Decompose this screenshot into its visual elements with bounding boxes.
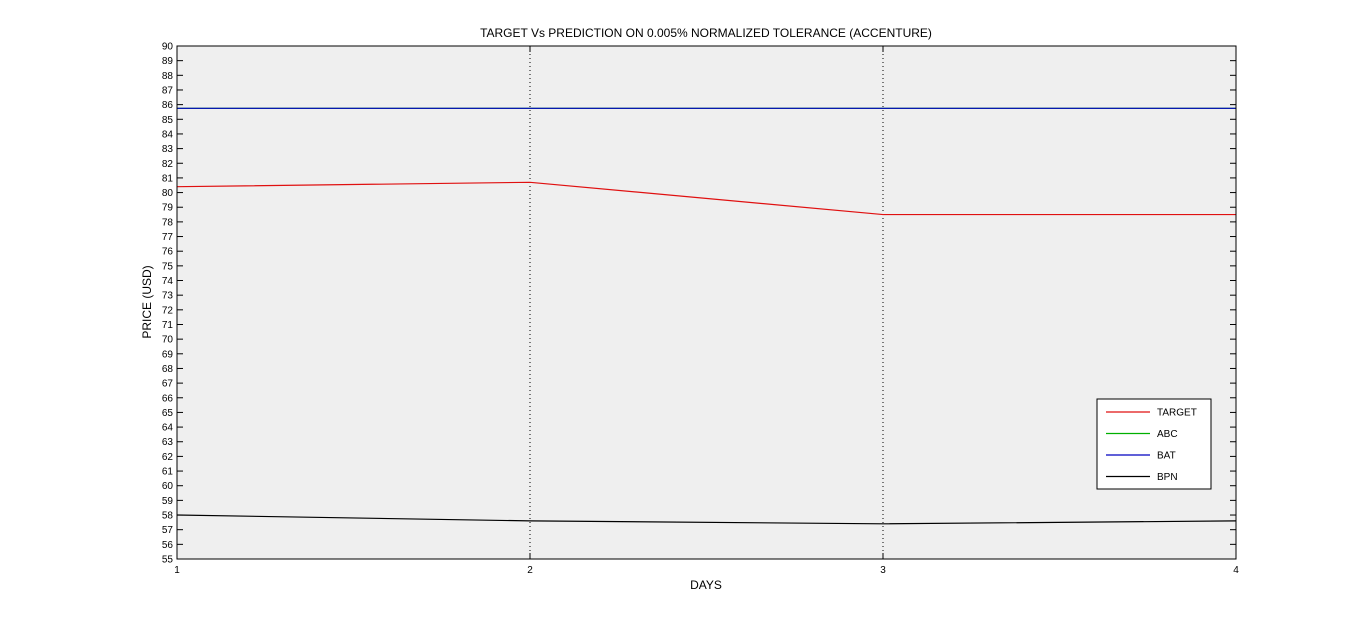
- y-tick-label: 63: [162, 437, 174, 448]
- y-tick-label: 81: [162, 173, 174, 184]
- y-tick-label: 83: [162, 144, 174, 155]
- chart-title: TARGET Vs PREDICTION ON 0.005% NORMALIZE…: [480, 26, 932, 40]
- y-tick-label: 86: [162, 100, 174, 111]
- legend: TARGET ABC BAT BPN: [1096, 398, 1212, 490]
- y-tick-label: 90: [162, 42, 174, 53]
- y-tick-label: 72: [162, 305, 174, 316]
- y-tick-label: 59: [162, 496, 174, 507]
- x-tick-label: 4: [1233, 565, 1239, 576]
- legend-label: BAT: [1157, 451, 1176, 462]
- y-tick-label: 73: [162, 291, 174, 302]
- y-tick-label: 66: [162, 393, 174, 404]
- plot-frame: [176, 45, 1237, 560]
- y-axis-label: PRICE (USD): [140, 265, 154, 338]
- series-line-bpn: [176, 514, 1237, 525]
- x-tick-label: 3: [880, 565, 886, 576]
- y-tick-label: 84: [162, 129, 174, 140]
- y-tick-label: 69: [162, 349, 174, 360]
- x-tick-label: 2: [527, 565, 533, 576]
- y-tick-label: 61: [162, 467, 174, 478]
- y-tick-label: 89: [162, 56, 174, 67]
- y-tick-label: 80: [162, 188, 174, 199]
- y-tick-label: 87: [162, 85, 174, 96]
- y-tick-label: 60: [162, 481, 174, 492]
- y-tick-label: 77: [162, 232, 174, 243]
- y-tick-label: 65: [162, 408, 174, 419]
- x-tick-label: 1: [174, 565, 180, 576]
- y-tick-label: 64: [162, 423, 174, 434]
- y-tick-label: 68: [162, 364, 174, 375]
- y-tick-label: 78: [162, 217, 174, 228]
- series-line-target: [176, 181, 1236, 216]
- y-tick-label: 74: [162, 276, 174, 287]
- y-tick-label: 82: [162, 159, 174, 170]
- y-tick-label: 71: [162, 320, 174, 331]
- legend-label: BPN: [1157, 472, 1178, 483]
- series-lines: [176, 107, 1237, 525]
- legend-box: [1096, 398, 1212, 490]
- y-tick-label: 75: [162, 261, 174, 272]
- y-tick-label: 67: [162, 379, 174, 390]
- legend-label: TARGET: [1157, 408, 1197, 419]
- y-tick-label: 79: [162, 203, 174, 214]
- axis-ticks: 1 2 3 4 55 56 57 58 59 60 61 62 63 64 65 66 67 68 69 70 71 72…: [162, 42, 1239, 577]
- y-tick-label: 88: [162, 71, 174, 82]
- x-axis-label: DAYS: [690, 578, 722, 592]
- y-tick-label: 55: [162, 555, 174, 566]
- y-tick-label: 70: [162, 335, 174, 346]
- y-tick-label: 58: [162, 511, 174, 522]
- plot-area: [177, 46, 1236, 559]
- y-tick-label: 56: [162, 540, 174, 551]
- y-tick-label: 76: [162, 247, 174, 258]
- y-tick-label: 62: [162, 452, 174, 463]
- y-tick-label: 85: [162, 115, 174, 126]
- y-tick-label: 57: [162, 525, 174, 536]
- grid-lines: [529, 46, 884, 559]
- legend-label: ABC: [1157, 429, 1178, 440]
